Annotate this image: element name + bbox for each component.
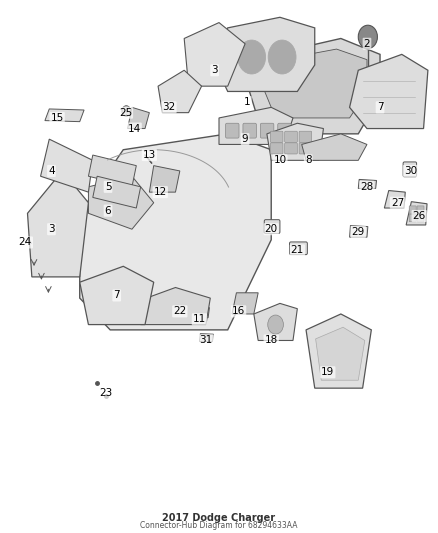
Text: 20: 20 <box>265 224 278 234</box>
FancyBboxPatch shape <box>270 143 283 154</box>
FancyBboxPatch shape <box>285 131 297 142</box>
Text: 14: 14 <box>127 124 141 134</box>
Polygon shape <box>88 176 154 229</box>
Polygon shape <box>385 190 405 208</box>
Text: 28: 28 <box>360 182 374 192</box>
FancyBboxPatch shape <box>417 206 424 213</box>
Text: 2: 2 <box>364 39 370 49</box>
Text: Connector-Hub Diagram for 68294633AA: Connector-Hub Diagram for 68294633AA <box>140 521 298 530</box>
Text: 29: 29 <box>352 227 365 237</box>
Text: 18: 18 <box>265 335 278 345</box>
Text: 27: 27 <box>391 198 404 208</box>
Polygon shape <box>28 171 88 277</box>
Text: 7: 7 <box>113 290 120 301</box>
Polygon shape <box>302 134 367 160</box>
Text: 3: 3 <box>212 65 218 75</box>
Polygon shape <box>316 327 365 380</box>
FancyBboxPatch shape <box>299 131 312 142</box>
Polygon shape <box>232 293 258 314</box>
Text: 1: 1 <box>244 97 251 107</box>
Text: 2017 Dodge Charger: 2017 Dodge Charger <box>162 513 276 523</box>
Polygon shape <box>149 166 180 192</box>
Text: 6: 6 <box>105 206 111 216</box>
Text: 30: 30 <box>404 166 417 176</box>
Text: 12: 12 <box>154 187 167 197</box>
Circle shape <box>205 311 208 315</box>
Polygon shape <box>199 334 213 342</box>
FancyBboxPatch shape <box>409 214 416 222</box>
Text: 9: 9 <box>242 134 248 144</box>
Polygon shape <box>406 201 427 225</box>
Text: 31: 31 <box>199 335 212 345</box>
Text: 15: 15 <box>50 113 64 123</box>
Polygon shape <box>219 107 293 144</box>
Polygon shape <box>250 38 380 134</box>
FancyBboxPatch shape <box>290 242 307 255</box>
Text: 4: 4 <box>48 166 55 176</box>
FancyBboxPatch shape <box>243 123 256 138</box>
Polygon shape <box>93 176 141 208</box>
Text: 21: 21 <box>291 245 304 255</box>
Polygon shape <box>350 54 428 128</box>
Polygon shape <box>358 180 377 189</box>
FancyBboxPatch shape <box>260 123 274 138</box>
FancyBboxPatch shape <box>264 220 280 233</box>
Text: 8: 8 <box>305 155 311 165</box>
Circle shape <box>199 311 202 315</box>
FancyBboxPatch shape <box>278 123 291 138</box>
Circle shape <box>122 106 131 116</box>
Polygon shape <box>132 287 210 325</box>
Text: 7: 7 <box>377 102 383 112</box>
FancyBboxPatch shape <box>270 131 283 142</box>
Polygon shape <box>306 314 371 388</box>
Circle shape <box>358 25 378 49</box>
Text: 32: 32 <box>162 102 176 112</box>
Text: 3: 3 <box>48 224 55 234</box>
Polygon shape <box>80 134 271 330</box>
Text: 16: 16 <box>232 306 245 317</box>
Polygon shape <box>210 17 315 92</box>
Polygon shape <box>262 49 367 118</box>
FancyBboxPatch shape <box>226 123 239 138</box>
FancyBboxPatch shape <box>285 143 297 154</box>
FancyBboxPatch shape <box>403 162 417 177</box>
Text: 19: 19 <box>321 367 335 377</box>
Polygon shape <box>41 139 93 192</box>
Text: 22: 22 <box>173 306 187 317</box>
Circle shape <box>238 40 265 74</box>
Text: 23: 23 <box>99 389 113 399</box>
Text: 5: 5 <box>105 182 111 192</box>
Text: 11: 11 <box>193 314 206 324</box>
Polygon shape <box>267 123 323 160</box>
Text: 25: 25 <box>119 108 132 118</box>
Text: 26: 26 <box>413 211 426 221</box>
Circle shape <box>193 311 197 315</box>
Text: 10: 10 <box>273 155 286 165</box>
Polygon shape <box>80 266 154 325</box>
Polygon shape <box>191 308 209 318</box>
Polygon shape <box>184 22 245 86</box>
Polygon shape <box>158 70 201 112</box>
FancyBboxPatch shape <box>299 143 312 154</box>
Polygon shape <box>254 303 297 341</box>
Text: 13: 13 <box>143 150 156 160</box>
Polygon shape <box>88 155 136 187</box>
FancyBboxPatch shape <box>409 206 416 213</box>
Polygon shape <box>45 109 84 122</box>
Text: 24: 24 <box>19 238 32 247</box>
FancyBboxPatch shape <box>417 214 424 222</box>
Polygon shape <box>127 107 149 128</box>
Polygon shape <box>350 225 368 237</box>
Circle shape <box>268 315 283 334</box>
Circle shape <box>268 40 296 74</box>
